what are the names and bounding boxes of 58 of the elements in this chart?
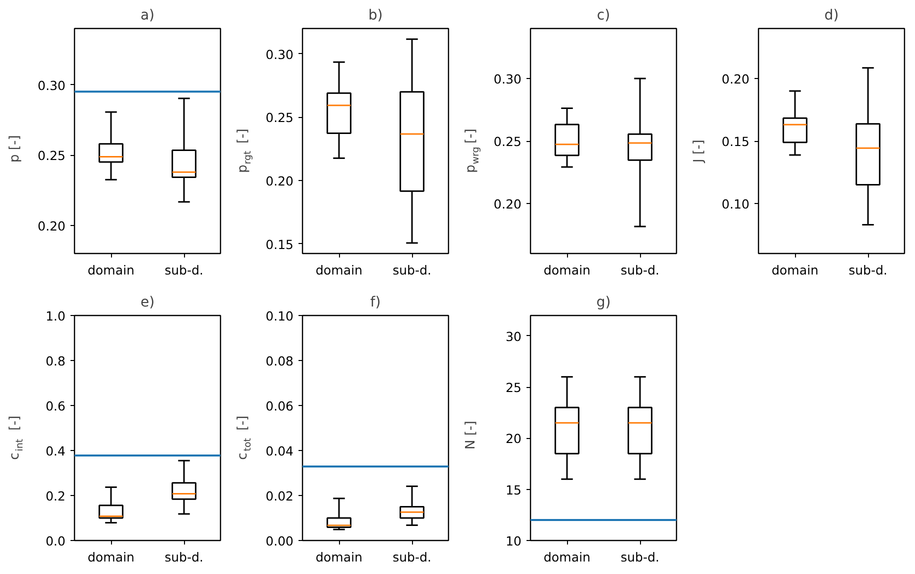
y-tick-label: 0.00 xyxy=(266,534,294,548)
y-tick-label: 0.30 xyxy=(494,72,522,86)
x-tick-label: sub-d. xyxy=(848,262,888,278)
y-tick-label: 30 xyxy=(506,328,522,344)
chart-title: f) xyxy=(370,294,381,310)
x-tick-label: sub-d. xyxy=(620,550,660,564)
x-tick-label: sub-d. xyxy=(164,550,204,564)
y-tick-label: 0.25 xyxy=(494,134,522,149)
y-tick-label: 0.30 xyxy=(266,46,294,62)
y-tick-label: 0.08 xyxy=(266,354,294,368)
y-tick-label: 10 xyxy=(506,534,522,548)
y-tick-label: 0.6 xyxy=(46,398,66,414)
chart-title: g) xyxy=(596,294,611,310)
y-tick-label: 0.04 xyxy=(266,444,294,458)
y-tick-label: 0.0 xyxy=(46,534,66,548)
x-tick-label: domain xyxy=(88,262,134,278)
y-tick-label: 1.0 xyxy=(46,308,66,324)
x-tick-label: domain xyxy=(772,262,818,278)
x-tick-label: domain xyxy=(544,262,590,278)
chart-title: c) xyxy=(596,8,610,24)
y-tick-label: 0.2 xyxy=(46,488,66,504)
x-tick-label: sub-d. xyxy=(392,262,432,278)
y-tick-label: 0.10 xyxy=(266,308,294,324)
x-tick-label: sub-d. xyxy=(164,262,204,278)
y-axis-title: N [-] xyxy=(464,420,478,450)
y-axis-title: ctot [-] xyxy=(236,416,254,460)
y-tick-label: 0.15 xyxy=(266,236,294,252)
y-tick-label: 15 xyxy=(506,482,522,498)
chart-title: e) xyxy=(140,294,155,310)
y-axis-title: cint [-] xyxy=(8,416,26,460)
y-axis-title: p [-] xyxy=(8,135,22,162)
chart-title: b) xyxy=(368,8,383,24)
x-tick-label: domain xyxy=(316,550,362,564)
y-tick-label: 0.30 xyxy=(38,78,66,93)
y-tick-label: 0.10 xyxy=(722,196,750,212)
y-tick-label: 0.20 xyxy=(266,174,294,189)
y-tick-label: 0.25 xyxy=(266,110,294,126)
x-tick-label: domain xyxy=(544,550,590,564)
y-tick-label: 20 xyxy=(506,431,522,446)
y-axis-title: prgt [-] xyxy=(236,128,254,173)
y-tick-label: 0.25 xyxy=(38,148,66,164)
y-tick-label: 0.06 xyxy=(266,398,294,414)
y-tick-label: 0.15 xyxy=(722,134,750,149)
chart-title: d) xyxy=(824,8,839,24)
chart-title: a) xyxy=(140,8,155,24)
y-tick-label: 0.20 xyxy=(38,218,66,234)
y-tick-label: 0.4 xyxy=(46,444,66,458)
x-tick-label: domain xyxy=(88,550,134,564)
y-tick-label: 0.20 xyxy=(722,72,750,86)
y-tick-label: 0.20 xyxy=(494,196,522,212)
y-tick-label: 0.02 xyxy=(266,488,294,504)
y-axis-title: pwrg [-] xyxy=(464,128,482,173)
x-tick-label: sub-d. xyxy=(392,550,432,564)
y-tick-label: 25 xyxy=(506,380,522,396)
y-tick-label: 0.8 xyxy=(46,354,66,368)
x-tick-label: domain xyxy=(316,262,362,278)
x-tick-label: sub-d. xyxy=(620,262,660,278)
y-axis-title: J [-] xyxy=(692,140,706,164)
